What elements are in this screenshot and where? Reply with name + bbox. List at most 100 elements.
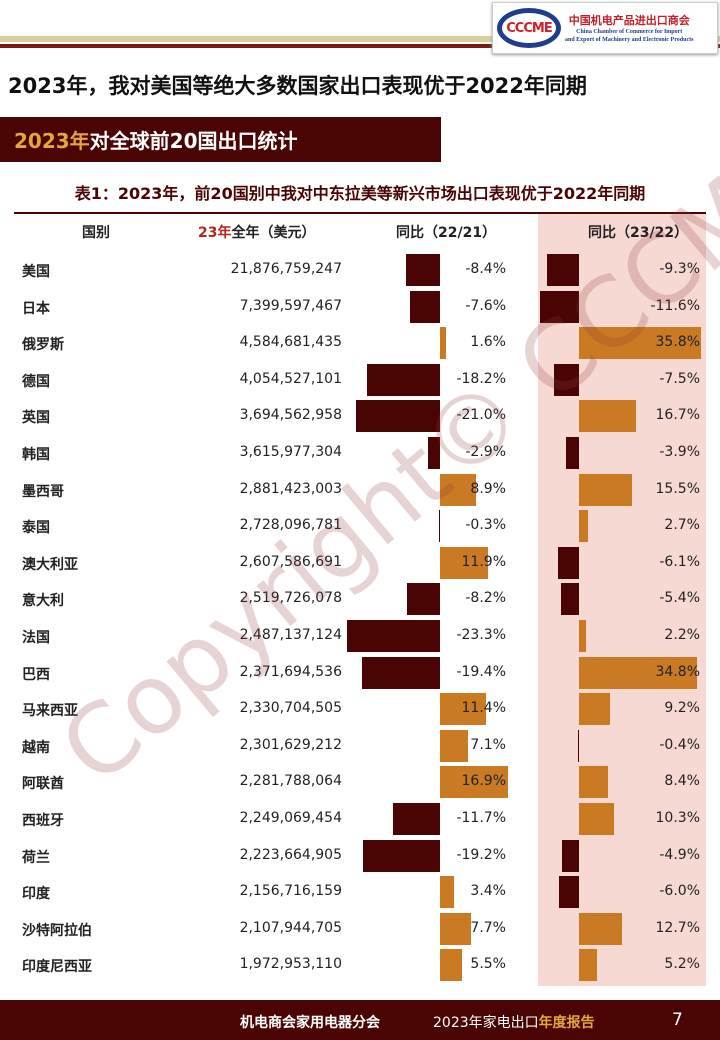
yoy-23-22: -6.1%: [659, 553, 700, 570]
yoy-23-22: -4.9%: [659, 846, 700, 863]
country-name: 巴西: [22, 666, 50, 683]
yoy-23-22: 9.2%: [664, 700, 700, 717]
yoy-22-21: -11.7%: [456, 810, 506, 826]
yoy-23-22: 5.2%: [664, 956, 700, 973]
header-value-rest: 全年（美元）: [231, 225, 316, 241]
country-name: 沙特阿拉伯: [22, 922, 92, 939]
export-value: 2,156,716,159: [239, 883, 342, 900]
bar-yoy-22-21: [363, 839, 440, 872]
footer: 机电商会家用电器分会 2023年家电出口年度报告 7: [0, 1000, 720, 1040]
export-value: 2,281,788,064: [239, 773, 342, 790]
export-value: 2,107,944,705: [239, 919, 342, 936]
country-name: 韩国: [22, 447, 50, 463]
country-name: 澳大利亚: [22, 556, 78, 573]
bar-yoy-22-21: [440, 729, 469, 762]
page-headline: 2023年，我对美国等绝大多数国家出口表现优于2022年同期: [8, 74, 587, 98]
table-row: 日本 7,399,597,467 -7.6% -11.6%: [0, 289, 720, 325]
table-top-rule: [14, 212, 706, 214]
bar-yoy-23-22: [579, 510, 589, 543]
table-row: 印度 2,156,716,159 3.4% -6.0%: [0, 874, 720, 910]
yoy-23-22: -0.4%: [659, 736, 700, 753]
bar-yoy-23-22: [579, 949, 597, 982]
country-name: 荷兰: [22, 849, 50, 866]
bar-yoy-23-22: [579, 693, 611, 726]
yoy-22-21: 8.9%: [470, 480, 506, 497]
footer-org: 机电商会家用电器分会: [240, 1015, 380, 1031]
export-value: 3,694,562,958: [239, 407, 342, 424]
table-row: 法国 2,487,137,124 -23.3% 2.2%: [0, 618, 720, 654]
yoy-23-22: 15.5%: [655, 480, 700, 497]
yoy-23-22: -5.4%: [659, 590, 700, 607]
cccme-logo: CCCME 中国机电产品进出口商会 China Chamber of Comme…: [492, 2, 718, 54]
yoy-23-22: -11.6%: [650, 297, 700, 314]
section-year: 2023年: [14, 129, 90, 153]
country-name: 马来西亚: [22, 703, 78, 720]
table-row: 印度尼西亚 1,972,953,110 5.5% 5.2%: [0, 947, 720, 983]
yoy-22-21: 11.4%: [461, 700, 506, 717]
section-banner: 2023年对全球前20国出口统计: [0, 117, 441, 162]
header-value: 23年全年（美元）: [198, 222, 315, 242]
bar-yoy-22-21: [440, 912, 471, 945]
yoy-23-22: -7.5%: [659, 370, 700, 387]
table-title: 表1：2023年，前20国别中我对中东拉美等新兴市场出口表现优于2022年同期: [74, 184, 646, 203]
bar-yoy-22-21: [440, 766, 508, 799]
export-value: 4,054,527,101: [239, 370, 342, 387]
yoy-22-21: 7.1%: [470, 736, 506, 753]
yoy-23-22: 16.7%: [655, 407, 700, 424]
export-value: 4,584,681,435: [239, 334, 342, 351]
logo-en1: China Chamber of Commerce for Import: [576, 29, 683, 35]
bar-yoy-22-21: [406, 254, 440, 286]
yoy-22-21: -0.3%: [465, 517, 506, 534]
country-name: 美国: [22, 264, 50, 280]
table-row: 阿联酋 2,281,788,064 16.9% 8.4%: [0, 764, 720, 800]
country-name: 日本: [22, 300, 50, 317]
export-value: 7,399,597,467: [239, 297, 342, 314]
export-value: 2,519,726,078: [239, 590, 342, 607]
country-name: 西班牙: [22, 813, 64, 829]
export-value: 3,615,977,304: [239, 444, 342, 460]
bar-yoy-22-21: [440, 693, 486, 726]
yoy-23-22: -6.0%: [659, 883, 700, 900]
bar-yoy-22-21: [367, 363, 440, 396]
bar-yoy-22-21: [440, 327, 447, 360]
bar-yoy-23-22: [558, 876, 579, 909]
yoy-22-21: 11.9%: [461, 553, 506, 570]
country-name: 墨西哥: [22, 483, 64, 500]
yoy-23-22: -9.3%: [659, 261, 700, 277]
export-value: 2,881,423,003: [239, 480, 342, 497]
logo-en2: and Export of Machinery and Electronic P…: [565, 37, 694, 43]
yoy-22-21: -23.3%: [456, 627, 506, 643]
bar-yoy-23-22: [547, 254, 579, 286]
export-value: 2,301,629,212: [239, 736, 342, 753]
export-value: 1,972,953,110: [239, 956, 342, 973]
bar-yoy-23-22: [579, 620, 587, 652]
yoy-22-21: -8.4%: [465, 261, 506, 277]
yoy-22-21: -2.9%: [465, 444, 506, 460]
page-number: 7: [672, 1010, 683, 1030]
bar-yoy-22-21: [438, 510, 440, 543]
country-name: 越南: [22, 739, 50, 756]
bar-yoy-23-22: [565, 437, 579, 469]
footer-report: 2023年家电出口年度报告: [433, 1012, 595, 1032]
table-row: 韩国 3,615,977,304 -2.9% -3.9%: [0, 435, 720, 471]
export-value: 2,223,664,905: [239, 846, 342, 863]
logo-mark: CCCME: [497, 8, 561, 48]
country-name: 英国: [22, 410, 50, 427]
country-name: 意大利: [22, 593, 64, 610]
table-row: 巴西 2,371,694,536 -19.4% 34.8%: [0, 655, 720, 691]
export-value: 2,371,694,536: [239, 663, 342, 680]
bar-yoy-22-21: [409, 290, 440, 323]
export-value: 2,728,096,781: [239, 517, 342, 534]
country-name: 泰国: [22, 520, 50, 537]
yoy-22-21: -21.0%: [456, 407, 506, 424]
table-row: 马来西亚 2,330,704,505 11.4% 9.2%: [0, 691, 720, 727]
bar-yoy-23-22: [558, 546, 579, 579]
yoy-23-22: -3.9%: [659, 444, 700, 460]
country-name: 阿联酋: [22, 776, 64, 793]
section-title: 对全球前20国出口统计: [89, 129, 298, 153]
header-value-year: 23年: [198, 225, 232, 241]
bar-yoy-22-21: [393, 803, 440, 835]
bar-yoy-23-22: [539, 290, 579, 323]
table-row: 英国 3,694,562,958 -21.0% 16.7%: [0, 398, 720, 434]
bar-yoy-23-22: [560, 583, 579, 616]
